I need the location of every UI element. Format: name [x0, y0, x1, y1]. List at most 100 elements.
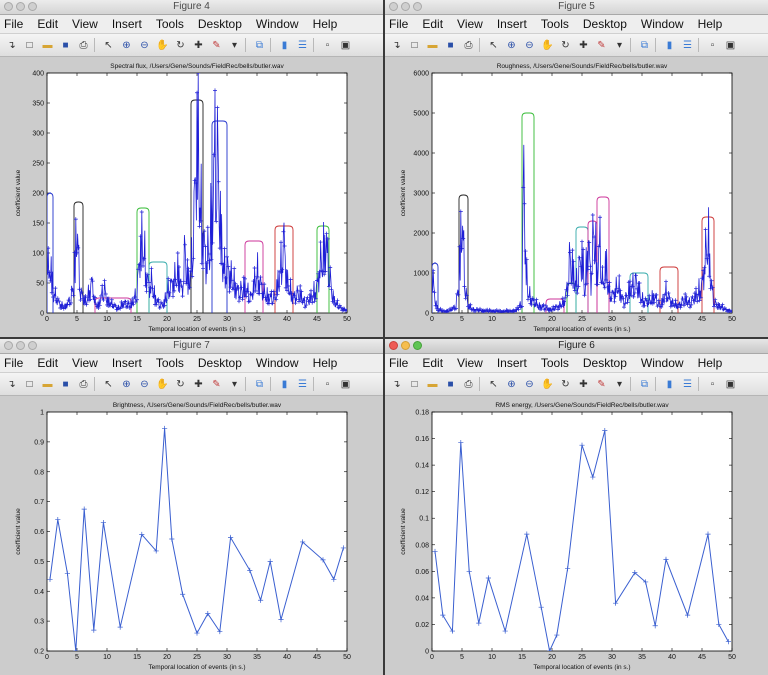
- menu-view[interactable]: View: [72, 356, 98, 370]
- legend-icon[interactable]: ☰: [683, 378, 692, 390]
- data-cursor-icon[interactable]: ✚: [194, 378, 203, 390]
- new-file-icon[interactable]: □: [411, 39, 418, 51]
- save-icon[interactable]: ■: [62, 378, 69, 390]
- zoom-out-icon[interactable]: ⊖: [140, 378, 149, 390]
- menu-file[interactable]: File: [389, 17, 409, 31]
- brush-icon[interactable]: ✎: [212, 378, 221, 390]
- open-folder-icon[interactable]: ▬: [42, 378, 53, 390]
- pan-hand-icon[interactable]: ✋: [156, 39, 169, 51]
- pan-hand-icon[interactable]: ✋: [541, 378, 554, 390]
- menu-help[interactable]: Help: [312, 356, 338, 370]
- dropdown-icon[interactable]: ▾: [231, 378, 238, 390]
- show-plot-tools-icon[interactable]: ▣: [725, 378, 736, 390]
- colorbar-icon[interactable]: ▮: [666, 378, 673, 390]
- dropdown-icon[interactable]: ▾: [231, 39, 238, 51]
- print-icon[interactable]: ⎙: [79, 39, 88, 51]
- link-plot-icon[interactable]: ⧉: [255, 378, 264, 390]
- zoom-out-icon[interactable]: ⊖: [525, 378, 534, 390]
- hide-plot-tools-icon[interactable]: ▫: [325, 39, 330, 51]
- legend-icon[interactable]: ☰: [298, 378, 307, 390]
- hide-plot-tools-icon[interactable]: ▫: [710, 378, 715, 390]
- menu-file[interactable]: File: [389, 356, 409, 370]
- pointer-icon[interactable]: ↖: [104, 378, 113, 390]
- minimize-window-button[interactable]: [401, 341, 410, 350]
- menu-window[interactable]: Window: [640, 17, 684, 31]
- save-icon[interactable]: ■: [447, 39, 454, 51]
- brush-icon[interactable]: ✎: [212, 39, 221, 51]
- legend-icon[interactable]: ☰: [298, 39, 307, 51]
- menu-window[interactable]: Window: [255, 17, 299, 31]
- menu-tools[interactable]: Tools: [155, 17, 184, 31]
- rotate-3d-icon[interactable]: ↻: [561, 378, 570, 390]
- menu-insert[interactable]: Insert: [111, 356, 142, 370]
- minimize-window-button[interactable]: [401, 2, 410, 11]
- close-window-button[interactable]: [4, 2, 13, 11]
- link-plot-icon[interactable]: ⧉: [640, 39, 649, 51]
- zoom-out-icon[interactable]: ⊖: [140, 39, 149, 51]
- zoom-in-icon[interactable]: ⊕: [122, 378, 131, 390]
- pointer-icon[interactable]: ↖: [489, 39, 498, 51]
- rotate-3d-icon[interactable]: ↻: [176, 39, 185, 51]
- new-file-icon[interactable]: □: [26, 39, 33, 51]
- window-titlebar[interactable]: Figure 7: [0, 339, 383, 354]
- menu-file[interactable]: File: [4, 17, 24, 31]
- hide-plot-tools-icon[interactable]: ▫: [710, 39, 715, 51]
- menu-insert[interactable]: Insert: [496, 17, 527, 31]
- pointer-icon[interactable]: ↖: [489, 378, 498, 390]
- close-window-button[interactable]: [389, 2, 398, 11]
- menu-help[interactable]: Help: [697, 356, 723, 370]
- show-plot-tools-icon[interactable]: ▣: [725, 39, 736, 51]
- print-icon[interactable]: ⎙: [464, 39, 473, 51]
- menu-file[interactable]: File: [4, 356, 24, 370]
- hide-plot-tools-icon[interactable]: ▫: [325, 378, 330, 390]
- rotate-3d-icon[interactable]: ↻: [176, 378, 185, 390]
- open-folder-icon[interactable]: ▬: [42, 39, 53, 51]
- pan-hand-icon[interactable]: ✋: [541, 39, 554, 51]
- arrow-icon[interactable]: ↴: [392, 39, 401, 51]
- legend-icon[interactable]: ☰: [683, 39, 692, 51]
- zoom-window-button[interactable]: [413, 2, 422, 11]
- data-cursor-icon[interactable]: ✚: [579, 378, 588, 390]
- close-window-button[interactable]: [389, 341, 398, 350]
- close-window-button[interactable]: [4, 341, 13, 350]
- window-titlebar[interactable]: Figure 4: [0, 0, 383, 15]
- menu-tools[interactable]: Tools: [540, 356, 569, 370]
- show-plot-tools-icon[interactable]: ▣: [340, 378, 351, 390]
- data-cursor-icon[interactable]: ✚: [579, 39, 588, 51]
- zoom-window-button[interactable]: [28, 2, 37, 11]
- new-file-icon[interactable]: □: [26, 378, 33, 390]
- rotate-3d-icon[interactable]: ↻: [561, 39, 570, 51]
- brush-icon[interactable]: ✎: [597, 378, 606, 390]
- menu-help[interactable]: Help: [697, 17, 723, 31]
- pan-hand-icon[interactable]: ✋: [156, 378, 169, 390]
- menu-desktop[interactable]: Desktop: [197, 17, 242, 31]
- pointer-icon[interactable]: ↖: [104, 39, 113, 51]
- window-titlebar[interactable]: Figure 5: [385, 0, 768, 15]
- colorbar-icon[interactable]: ▮: [281, 39, 288, 51]
- print-icon[interactable]: ⎙: [79, 378, 88, 390]
- menu-tools[interactable]: Tools: [540, 17, 569, 31]
- zoom-in-icon[interactable]: ⊕: [507, 378, 516, 390]
- axes-box[interactable]: [431, 72, 733, 314]
- menu-help[interactable]: Help: [312, 17, 338, 31]
- menu-edit[interactable]: Edit: [37, 17, 59, 31]
- zoom-window-button[interactable]: [413, 341, 422, 350]
- menu-desktop[interactable]: Desktop: [582, 356, 627, 370]
- link-plot-icon[interactable]: ⧉: [255, 39, 264, 51]
- menu-edit[interactable]: Edit: [422, 356, 444, 370]
- show-plot-tools-icon[interactable]: ▣: [340, 39, 351, 51]
- dropdown-icon[interactable]: ▾: [616, 378, 623, 390]
- menu-view[interactable]: View: [457, 356, 483, 370]
- arrow-icon[interactable]: ↴: [7, 39, 16, 51]
- menu-desktop[interactable]: Desktop: [197, 356, 242, 370]
- brush-icon[interactable]: ✎: [597, 39, 606, 51]
- zoom-in-icon[interactable]: ⊕: [122, 39, 131, 51]
- colorbar-icon[interactable]: ▮: [281, 378, 288, 390]
- zoom-in-icon[interactable]: ⊕: [507, 39, 516, 51]
- minimize-window-button[interactable]: [16, 2, 25, 11]
- open-folder-icon[interactable]: ▬: [427, 39, 438, 51]
- zoom-window-button[interactable]: [28, 341, 37, 350]
- menu-edit[interactable]: Edit: [422, 17, 444, 31]
- arrow-icon[interactable]: ↴: [392, 378, 401, 390]
- window-titlebar[interactable]: Figure 6: [385, 339, 768, 354]
